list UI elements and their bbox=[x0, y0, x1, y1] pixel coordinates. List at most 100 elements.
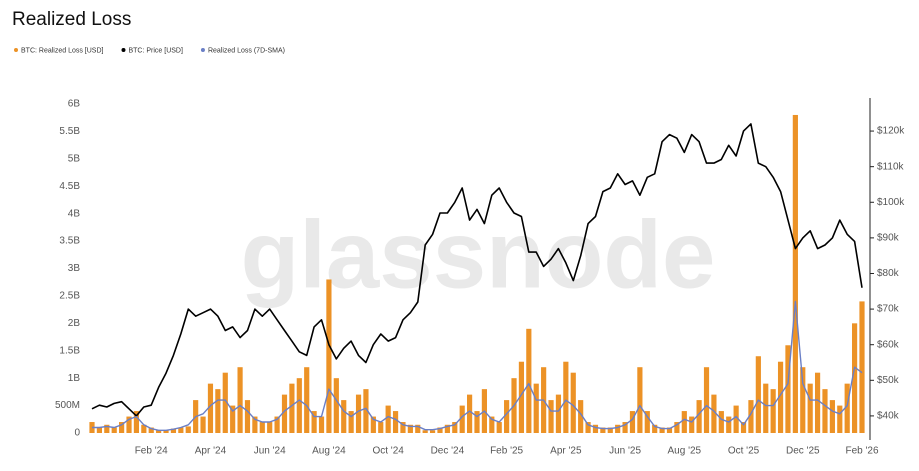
bar bbox=[578, 400, 584, 433]
bar bbox=[629, 411, 636, 433]
bar bbox=[489, 416, 495, 433]
bar bbox=[230, 405, 236, 433]
legend-marker bbox=[121, 48, 126, 52]
bar bbox=[111, 427, 117, 433]
bar bbox=[740, 422, 747, 433]
y2-tick-label: $70k bbox=[877, 304, 900, 315]
bar bbox=[600, 427, 606, 433]
bar bbox=[592, 424, 599, 433]
bar bbox=[311, 411, 317, 433]
chart-title: Realized Loss bbox=[12, 9, 131, 30]
bar bbox=[814, 372, 821, 433]
bar bbox=[777, 361, 784, 433]
bar bbox=[163, 430, 169, 433]
bar bbox=[800, 367, 806, 433]
bar bbox=[755, 356, 761, 433]
bar bbox=[859, 301, 865, 433]
bar bbox=[437, 427, 443, 433]
bar bbox=[474, 411, 480, 433]
bar bbox=[148, 427, 154, 433]
y-tick-label: 1B bbox=[68, 373, 81, 384]
bar bbox=[822, 389, 828, 433]
x-tick-label: Feb '26 bbox=[845, 446, 878, 457]
y-tick-label: 2.5B bbox=[59, 291, 80, 302]
bar bbox=[141, 424, 147, 433]
bar bbox=[696, 400, 702, 433]
y-tick-label: 500M bbox=[55, 400, 80, 411]
x-tick-label: Feb '25 bbox=[490, 446, 523, 457]
bar bbox=[526, 328, 532, 433]
line bbox=[92, 300, 863, 431]
bar bbox=[378, 422, 384, 433]
bar bbox=[170, 428, 177, 433]
bar bbox=[748, 400, 754, 433]
x-tick-label: Aug '24 bbox=[312, 446, 346, 457]
bar bbox=[711, 394, 717, 433]
bar bbox=[637, 367, 643, 433]
y-tick-label: 3B bbox=[68, 263, 81, 274]
y-tick-label: 2B bbox=[68, 318, 81, 329]
bar bbox=[467, 394, 473, 433]
x-tick-label: Oct '24 bbox=[372, 446, 404, 457]
bar bbox=[415, 424, 421, 433]
bar bbox=[207, 383, 214, 433]
bar bbox=[326, 279, 332, 433]
bar bbox=[259, 422, 265, 433]
bar bbox=[222, 372, 228, 433]
bar bbox=[318, 416, 325, 433]
bar bbox=[429, 430, 436, 433]
y2-tick-label: $90k bbox=[877, 233, 900, 244]
bar bbox=[215, 389, 221, 433]
bar bbox=[674, 422, 680, 433]
y2-tick-label: $120k bbox=[877, 126, 905, 137]
bar bbox=[385, 405, 391, 433]
bar bbox=[844, 383, 850, 433]
bar bbox=[533, 383, 539, 433]
bar bbox=[585, 422, 591, 433]
y-tick-label: 4.5B bbox=[59, 181, 80, 192]
bar bbox=[400, 422, 406, 433]
bar bbox=[763, 383, 769, 433]
bar bbox=[96, 427, 102, 433]
bar bbox=[563, 361, 569, 433]
y-tick-label: 3.5B bbox=[59, 236, 80, 247]
bar bbox=[348, 411, 354, 433]
bar bbox=[444, 424, 450, 433]
bar bbox=[807, 383, 813, 433]
bar bbox=[281, 394, 288, 433]
bar bbox=[452, 422, 458, 433]
bar bbox=[363, 389, 369, 433]
bar bbox=[555, 394, 562, 433]
line bbox=[91, 123, 863, 417]
y-tick-label: 6B bbox=[68, 99, 81, 110]
y-tick-label: 5.5B bbox=[59, 126, 80, 137]
y2-tick-label: $110k bbox=[877, 161, 905, 172]
bar bbox=[837, 405, 843, 433]
bar bbox=[185, 426, 191, 433]
legend-label: BTC: Price [USD] bbox=[128, 47, 183, 54]
bar bbox=[852, 323, 858, 433]
x-tick-label: Feb '24 bbox=[135, 446, 168, 457]
bar bbox=[659, 427, 665, 433]
x-tick-label: Apr '24 bbox=[195, 446, 227, 457]
bar bbox=[422, 430, 428, 433]
legend-label: Realized Loss (7D-SMA) bbox=[208, 47, 285, 54]
legend-marker bbox=[14, 48, 18, 52]
y-tick-label: 0 bbox=[74, 428, 80, 439]
y2-tick-label: $40k bbox=[877, 411, 900, 422]
x-tick-label: Jun '25 bbox=[609, 446, 641, 457]
bar bbox=[570, 372, 576, 433]
y-tick-label: 4B bbox=[68, 208, 81, 219]
bar bbox=[607, 427, 613, 433]
x-tick-label: Apr '25 bbox=[550, 446, 582, 457]
bar bbox=[104, 424, 110, 433]
bar bbox=[296, 378, 302, 433]
bar bbox=[178, 427, 184, 433]
bar bbox=[237, 367, 243, 433]
bar bbox=[733, 405, 739, 433]
bar bbox=[703, 367, 710, 433]
bar bbox=[681, 411, 687, 433]
bar bbox=[518, 361, 525, 433]
bar bbox=[615, 424, 621, 433]
bar bbox=[126, 416, 132, 433]
